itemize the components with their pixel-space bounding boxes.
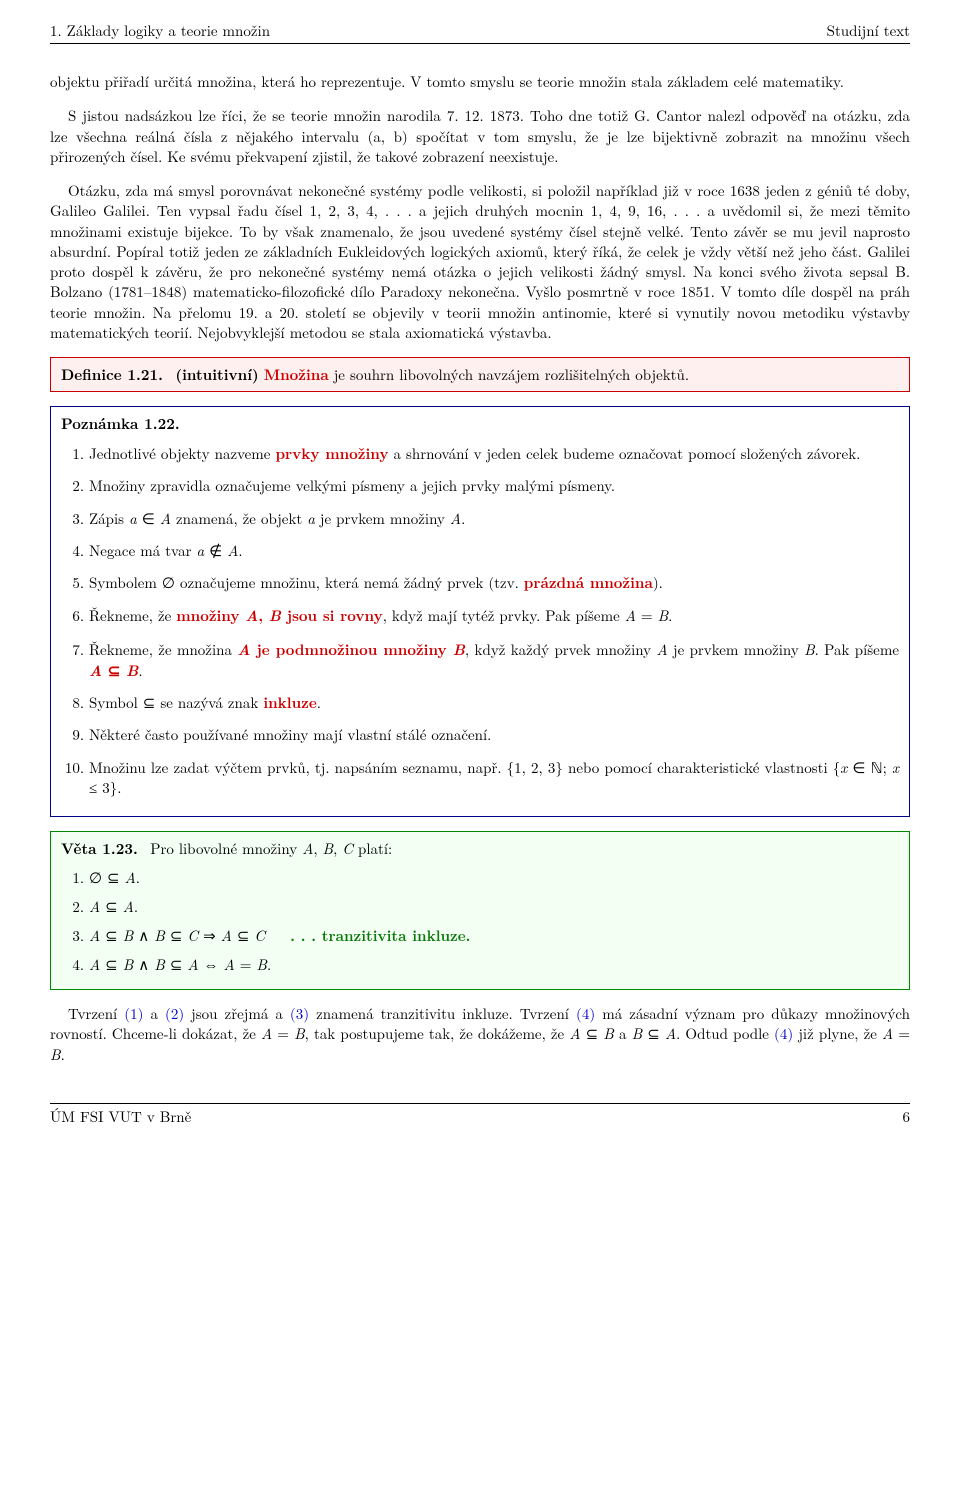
theorem-annotation: . . . tranzitivita inkluze. (290, 925, 470, 946)
remark-item: Negace má tvar a ∉ A. (89, 541, 899, 561)
footer-left: ÚM FSI VUT v Brně (50, 1106, 191, 1127)
term: inkluze (263, 692, 316, 713)
theorem-label: Věta 1.23. (61, 838, 138, 859)
remark-item: Symbol ⊆ se nazývá znak inkluze. (89, 693, 899, 713)
theorem-item: A ⊆ B ∧ B ⊆ C ⇒ A ⊆ C . . . tranzitivita… (89, 925, 899, 946)
text: Tvrzení (68, 1003, 124, 1024)
term: prvky množiny (275, 443, 388, 464)
ref-link[interactable]: (4) (774, 1023, 793, 1044)
text: Jednotlivé objekty nazveme (89, 443, 275, 464)
definition-label: Definice 1.21. (61, 364, 163, 385)
theorem-list: ∅ ⊆ A. A ⊆ A. A ⊆ B ∧ B ⊆ C ⇒ A ⊆ C . . … (61, 867, 899, 975)
text: ). (653, 572, 663, 593)
text: , když každý prvek množiny A je prvkem m… (465, 639, 899, 660)
term: A ⊆ B (89, 660, 138, 681)
text: jsou zřejmá a (184, 1003, 290, 1024)
definition-box: Definice 1.21. (intuitivní) Množina je s… (50, 357, 910, 392)
remark-item: Množinu lze zadat výčtem prvků, tj. naps… (89, 758, 899, 799)
term: A je podmnožinou množiny B (237, 639, 465, 660)
page-header: 1. Základy logiky a teorie množin Studij… (50, 20, 910, 44)
intro-para-3: Otázku, zda má smysl porovnávat nekonečn… (50, 181, 910, 343)
remark-item: Řekneme, že množina A je podmnožinou mno… (89, 639, 899, 682)
page-footer: ÚM FSI VUT v Brně 6 (50, 1103, 910, 1127)
theorem-preamble: Pro libovolné množiny A, B, C platí: (150, 838, 392, 859)
term: množiny A, B jsou si rovny (176, 605, 382, 626)
text: a (143, 1003, 165, 1024)
ref-link[interactable]: (2) (165, 1003, 184, 1024)
remark-label: Poznámka 1.22. (61, 413, 180, 434)
ref-link[interactable]: (1) (124, 1003, 143, 1024)
intro-para-1: objektu přiřadí určitá množina, která ho… (50, 72, 910, 92)
theorem-box: Věta 1.23. Pro libovolné množiny A, B, C… (50, 831, 910, 990)
theorem-item: A ⊆ B ∧ B ⊆ A ⇔ A = B. (89, 954, 899, 975)
remark-item: Řekneme, že množiny A, B jsou si rovny, … (89, 605, 899, 626)
remark-item: Některé často používané množiny mají vla… (89, 725, 899, 745)
text: Symbol ⊆ se nazývá znak (89, 692, 263, 713)
text: . (317, 692, 321, 713)
text: a shrnování v jeden celek budeme označov… (388, 443, 860, 464)
remark-item: Jednotlivé objekty nazveme prvky množiny… (89, 444, 899, 464)
remark-list: Jednotlivé objekty nazveme prvky množiny… (61, 444, 899, 798)
definition-term: Množina (264, 364, 329, 385)
text: Symbolem ∅ označujeme množinu, která nem… (89, 572, 524, 593)
header-left: 1. Základy logiky a teorie množin (50, 20, 270, 41)
text: Řekneme, že (89, 605, 176, 626)
remark-item: Symbolem ∅ označujeme množinu, která nem… (89, 573, 899, 593)
remark-item: Zápis a ∈ A znamená, že objekt a je prvk… (89, 509, 899, 529)
text: Řekneme, že množina (89, 639, 237, 660)
header-right: Studijní text (827, 20, 910, 41)
intro-para-2: S jistou nadsázkou lze říci, že se teori… (50, 106, 910, 167)
theorem-item: ∅ ⊆ A. (89, 867, 899, 888)
definition-text: je souhrn libovolných navzájem rozlišite… (329, 364, 689, 385)
formula: A ⊆ B ∧ B ⊆ C ⇒ A ⊆ C (89, 925, 265, 946)
remark-box: Poznámka 1.22. Jednotlivé objekty nazvem… (50, 406, 910, 817)
text: . (138, 660, 142, 681)
text: znamená tranzitivitu inkluze. Tvrzení (309, 1003, 576, 1024)
after-theorem-para: Tvrzení (1) a (2) jsou zřejmá a (3) znam… (50, 1004, 910, 1065)
footer-page-number: 6 (902, 1106, 910, 1127)
ref-link[interactable]: (4) (576, 1003, 595, 1024)
definition-intuit: (intuitivní) (175, 364, 258, 385)
term: prázdná množina (524, 572, 653, 593)
text: , když mají tytéž prvky. Pak píšeme A = … (383, 605, 673, 626)
remark-item: Množiny zpravidla označujeme velkými pís… (89, 476, 899, 496)
theorem-item: A ⊆ A. (89, 896, 899, 917)
page: 1. Základy logiky a teorie množin Studij… (0, 0, 960, 1152)
ref-link[interactable]: (3) (290, 1003, 309, 1024)
